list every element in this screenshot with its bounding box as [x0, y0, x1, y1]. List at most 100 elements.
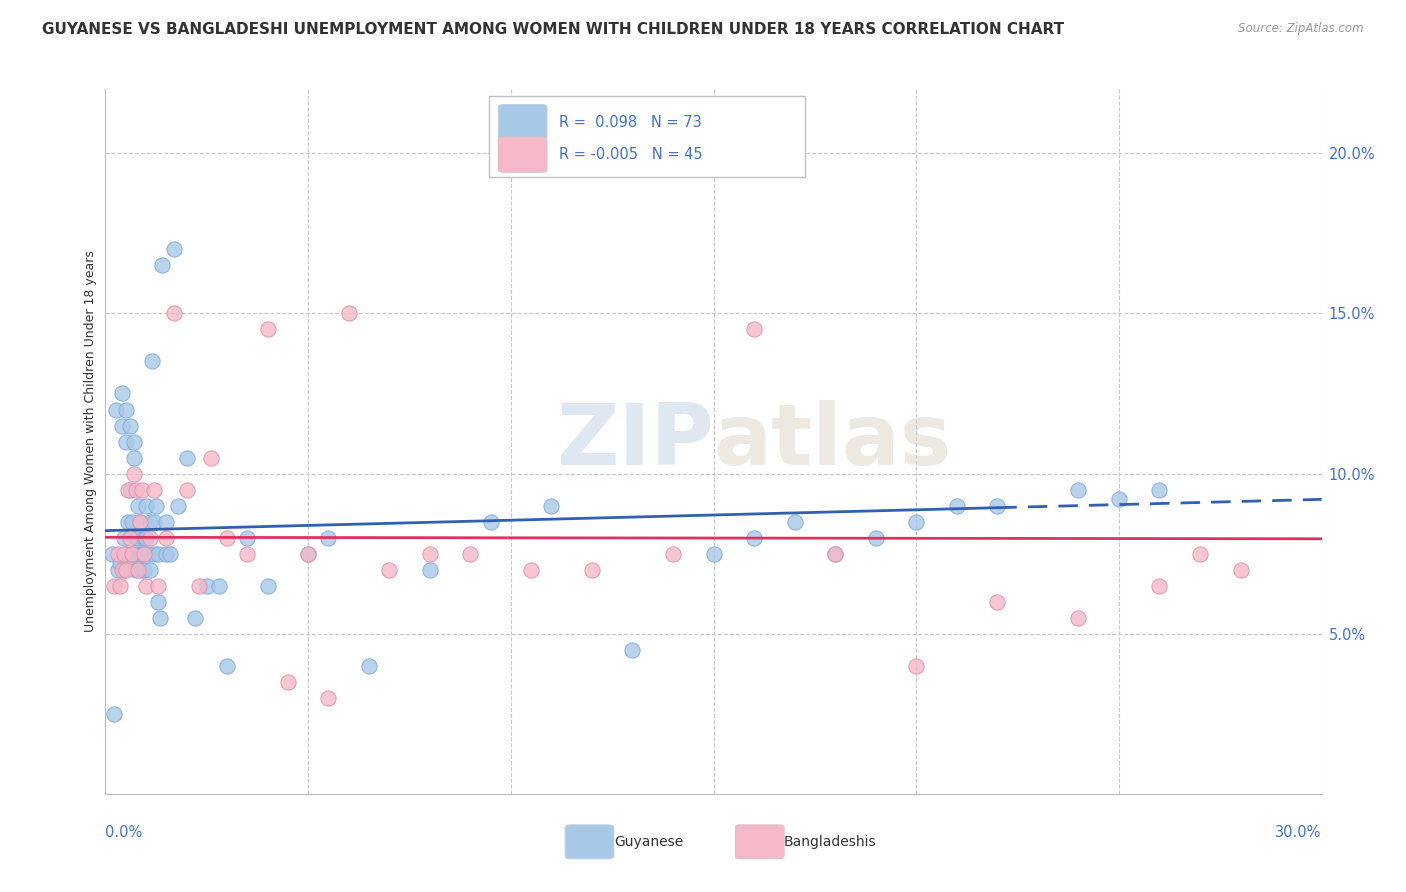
Point — [865, 531, 887, 545]
Point — [112, 547, 135, 561]
Text: 0.0%: 0.0% — [105, 825, 142, 840]
Point — [905, 658, 928, 673]
Point — [145, 499, 167, 513]
Point — [783, 515, 806, 529]
Point — [114, 547, 136, 561]
Point — [117, 556, 139, 570]
Point — [103, 579, 125, 593]
Text: 30.0%: 30.0% — [1275, 825, 1322, 840]
Point — [100, 547, 122, 561]
Point — [125, 563, 148, 577]
Point — [118, 418, 141, 433]
Point — [419, 563, 441, 577]
Text: ZIP: ZIP — [555, 400, 713, 483]
Point — [127, 531, 149, 545]
Point — [108, 579, 131, 593]
Text: R = -0.005   N = 45: R = -0.005 N = 45 — [560, 147, 703, 162]
Point — [122, 450, 145, 465]
Point — [114, 434, 136, 449]
Point — [135, 531, 157, 545]
Text: Guyanese: Guyanese — [614, 835, 683, 849]
Point — [318, 690, 340, 705]
Point — [129, 547, 152, 561]
Y-axis label: Unemployment Among Women with Children Under 18 years: Unemployment Among Women with Children U… — [84, 251, 97, 632]
Point — [1108, 492, 1130, 507]
Point — [824, 547, 846, 561]
Point — [149, 610, 172, 624]
Point — [357, 658, 380, 673]
Point — [702, 547, 725, 561]
Text: Bangladeshis: Bangladeshis — [785, 835, 877, 849]
Point — [155, 515, 177, 529]
Point — [742, 531, 765, 545]
Text: R =  0.098   N = 73: R = 0.098 N = 73 — [560, 115, 702, 129]
Point — [127, 563, 149, 577]
FancyBboxPatch shape — [498, 104, 547, 140]
Point — [176, 483, 198, 497]
Point — [122, 467, 145, 481]
Point — [129, 515, 152, 529]
Point — [121, 515, 143, 529]
Point — [176, 450, 198, 465]
Point — [103, 706, 125, 721]
Point — [236, 531, 259, 545]
Point — [132, 563, 155, 577]
Point — [146, 579, 169, 593]
FancyBboxPatch shape — [565, 825, 614, 859]
Point — [125, 483, 148, 497]
Point — [986, 499, 1008, 513]
FancyBboxPatch shape — [498, 137, 547, 172]
Point — [540, 499, 562, 513]
Point — [121, 547, 143, 561]
Point — [986, 595, 1008, 609]
Point — [520, 563, 543, 577]
FancyBboxPatch shape — [488, 96, 804, 178]
Point — [256, 579, 278, 593]
Point — [337, 306, 360, 320]
Point — [195, 579, 218, 593]
Point — [104, 402, 127, 417]
Point — [662, 547, 685, 561]
Point — [378, 563, 401, 577]
Point — [1067, 483, 1090, 497]
Point — [121, 547, 143, 561]
Point — [111, 563, 134, 577]
Point — [117, 483, 139, 497]
Point — [118, 483, 141, 497]
Point — [297, 547, 319, 561]
Point — [217, 531, 239, 545]
Point — [132, 547, 155, 561]
Point — [183, 610, 205, 624]
Point — [131, 483, 153, 497]
Point — [122, 434, 145, 449]
Point — [108, 556, 131, 570]
Point — [581, 563, 603, 577]
Point — [318, 531, 340, 545]
Point — [107, 563, 129, 577]
Point — [117, 515, 139, 529]
Point — [111, 386, 134, 401]
Point — [150, 259, 173, 273]
Point — [143, 483, 166, 497]
Point — [187, 579, 209, 593]
Point — [112, 563, 135, 577]
Point — [131, 563, 153, 577]
FancyBboxPatch shape — [735, 825, 785, 859]
Point — [132, 531, 155, 545]
Point — [139, 563, 162, 577]
Point — [125, 531, 148, 545]
Point — [163, 243, 186, 257]
Point — [129, 515, 152, 529]
Point — [146, 595, 169, 609]
Text: Source: ZipAtlas.com: Source: ZipAtlas.com — [1239, 22, 1364, 36]
Point — [200, 450, 222, 465]
Point — [155, 547, 177, 561]
Point — [163, 306, 186, 320]
Point — [159, 547, 181, 561]
Point — [479, 515, 502, 529]
Point — [127, 499, 149, 513]
Point — [114, 402, 136, 417]
Point — [114, 563, 136, 577]
Point — [141, 354, 163, 368]
Point — [155, 531, 177, 545]
